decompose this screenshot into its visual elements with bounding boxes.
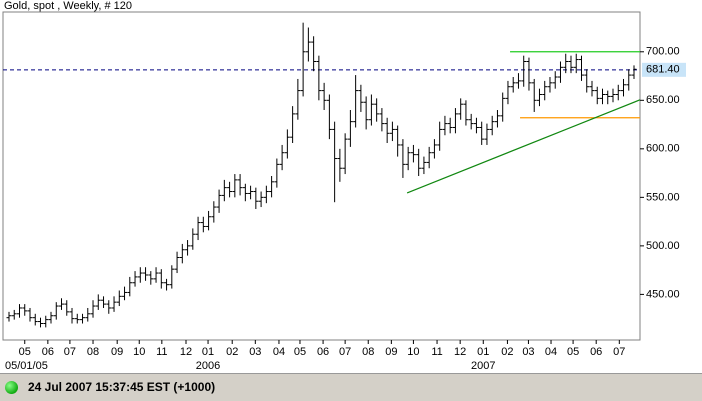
last-price-box — [642, 62, 686, 77]
x-tick-label: 08 — [362, 346, 374, 358]
x-tick-label: 07 — [339, 346, 351, 358]
x-tick-label: 06 — [317, 346, 329, 358]
x-tick-label: 05 — [19, 346, 31, 358]
x-tick-label: 03 — [522, 346, 534, 358]
y-tick-label: 550.00 — [646, 191, 680, 203]
plot-frame — [2, 11, 641, 341]
background — [0, 0, 702, 373]
x-year-label: 05/01/05 — [5, 360, 48, 372]
x-tick-label: 07 — [613, 346, 625, 358]
x-tick-label: 10 — [407, 346, 419, 358]
x-tick-label: 09 — [111, 346, 123, 358]
chart: Gold, spot , Weekly, # 120 450.00 500.00 5… — [0, 0, 702, 373]
x-tick-label: 11 — [156, 346, 167, 358]
x-tick-label: 04 — [273, 346, 285, 358]
x-tick-label: 02 — [226, 346, 238, 358]
trend-line — [406, 99, 641, 194]
x-tick-label: 10 — [133, 346, 145, 358]
x-tick-label: 01 — [477, 346, 489, 358]
status-icon — [5, 381, 18, 394]
y-tick-label: 700.00 — [646, 46, 680, 58]
x-tick-label: 11 — [431, 346, 442, 358]
x-tick-label: 03 — [249, 346, 261, 358]
x-tick-label: 12 — [180, 346, 192, 358]
x-tick-label: 08 — [87, 346, 99, 358]
y-tick-label: 500.00 — [646, 240, 680, 252]
x-tick-label: 05 — [294, 346, 306, 358]
x-tick-label: 01 — [202, 346, 214, 358]
chart-title: Gold, spot , Weekly, # 120 — [4, 0, 132, 12]
x-tick-label: 07 — [64, 346, 76, 358]
status-bar: 24 Jul 2007 15:37:45 EST (+1000) — [0, 373, 702, 401]
x-tick-label: 12 — [454, 346, 466, 358]
x-year-label: 2007 — [471, 360, 495, 372]
x-tick-label: 05 — [567, 346, 579, 358]
y-tick-label: 650.00 — [646, 94, 680, 106]
y-tick-label: 600.00 — [646, 143, 680, 155]
x-tick-label: 09 — [385, 346, 397, 358]
x-tick-label: 04 — [545, 346, 557, 358]
x-tick-label: 02 — [501, 346, 513, 358]
last-price-label: 681.40 — [646, 64, 680, 76]
status-text: 24 Jul 2007 15:37:45 EST (+1000) — [28, 380, 216, 394]
y-tick-label: 450.00 — [646, 288, 680, 300]
x-tick-label: 06 — [590, 346, 602, 358]
x-year-label: 2006 — [196, 360, 220, 372]
x-tick-label: 06 — [42, 346, 54, 358]
